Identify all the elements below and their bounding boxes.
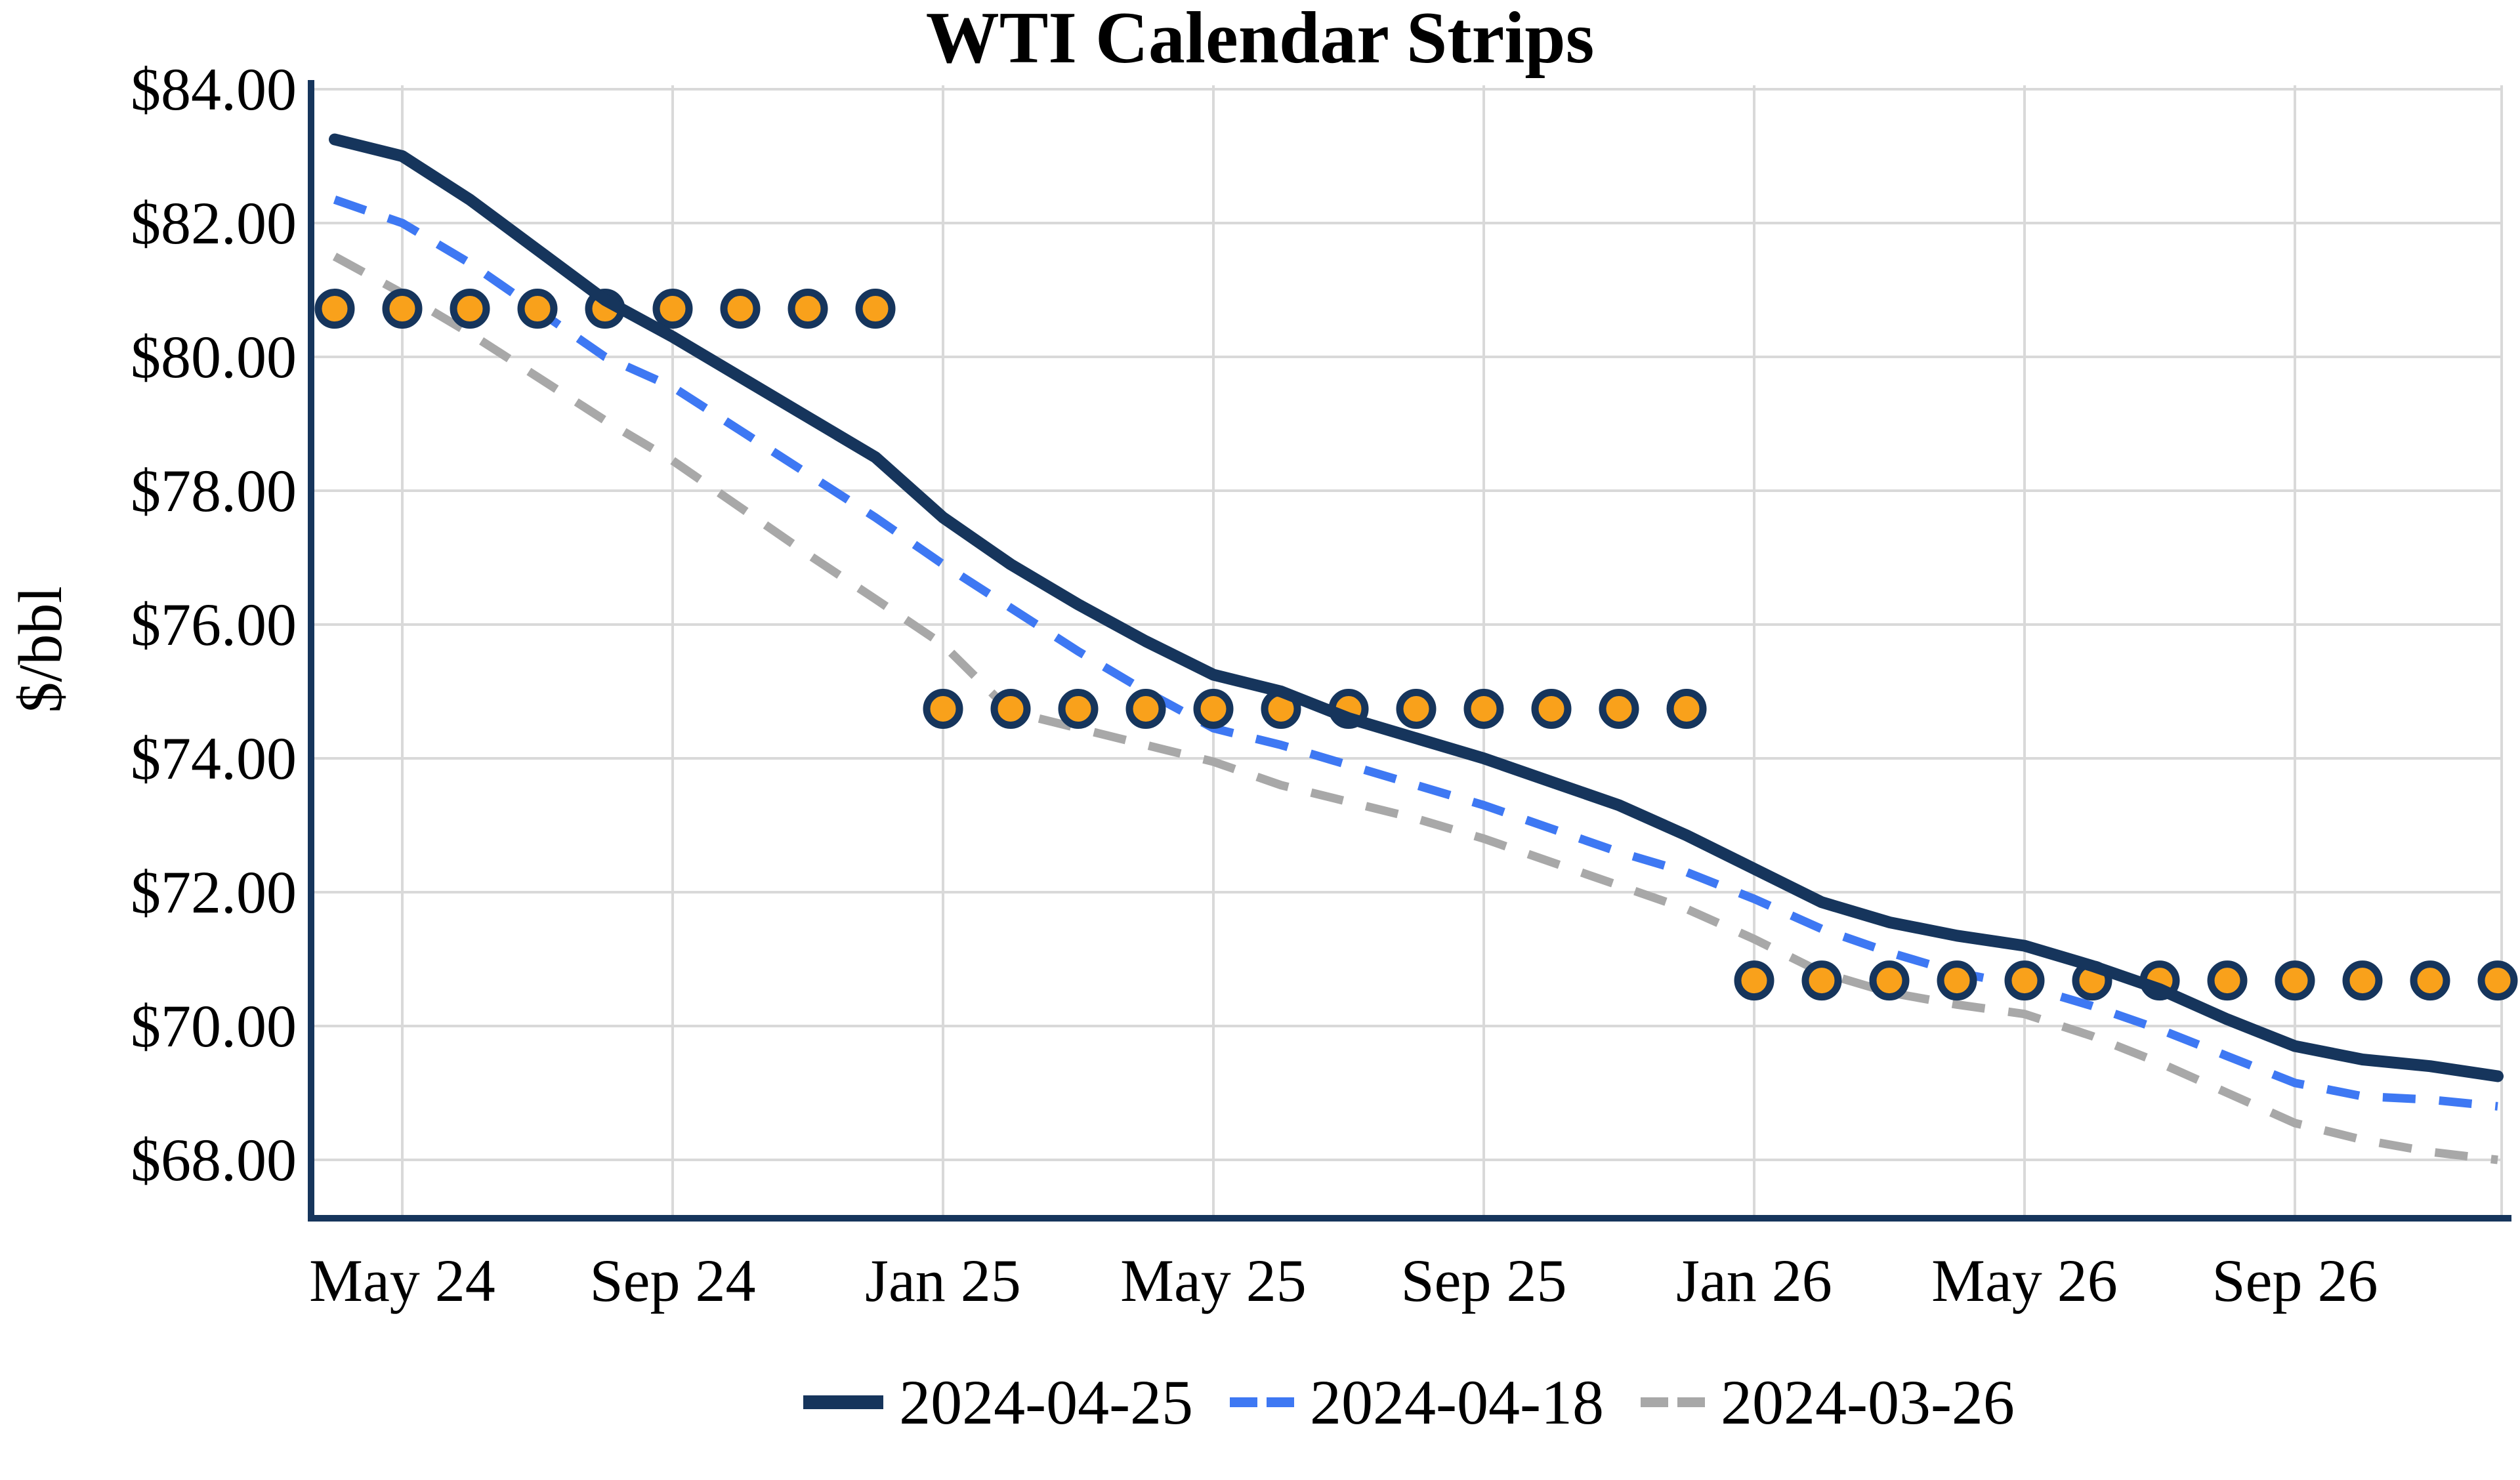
legend-item-2024-04-25: 2024-04-25 [803, 1366, 1193, 1439]
x-tick-label: Sep 26 [2212, 1247, 2378, 1314]
strip-marker [1531, 689, 1572, 730]
legend-dashed-line-swatch [1230, 1397, 1295, 1407]
legend-label: 2024-04-18 [1310, 1367, 1604, 1437]
y-axis-title: $/bbl [7, 586, 75, 713]
y-tick-label: $70.00 [131, 993, 297, 1059]
x-tick-label: Sep 24 [590, 1247, 756, 1314]
strip-marker [855, 289, 896, 329]
y-tick-label: $82.00 [131, 190, 297, 257]
legend-item-2024-04-18: 2024-04-18 [1230, 1366, 1604, 1439]
strip-marker [314, 289, 355, 329]
strip-marker [1463, 689, 1504, 730]
strip-marker [1869, 960, 1910, 1001]
strip-marker [652, 289, 693, 329]
strip-marker [720, 289, 761, 329]
strip-marker [1801, 960, 1842, 1001]
legend: 2024-04-25 2024-04-18 2024-03-26 [314, 1359, 2504, 1445]
y-tick-label: $84.00 [131, 56, 297, 123]
y-tick-label: $74.00 [131, 725, 297, 792]
y-tick-label: $72.00 [131, 859, 297, 926]
x-tick-label: Jan 25 [865, 1247, 1021, 1314]
x-axis-spine [308, 1215, 2511, 1222]
legend-item-2024-03-26: 2024-03-26 [1640, 1366, 2015, 1439]
strip-marker [2275, 960, 2315, 1001]
strip-marker [1125, 689, 1166, 730]
y-tick-label: $78.00 [131, 457, 297, 524]
strip-marker [1396, 689, 1437, 730]
strip-marker [1599, 689, 1639, 730]
legend-label: 2024-04-25 [899, 1367, 1194, 1437]
x-tick-label: Jan 26 [1676, 1247, 1832, 1314]
strip-marker [1193, 689, 1234, 730]
x-tick-label: May 25 [1120, 1247, 1307, 1314]
strip-marker [517, 289, 558, 329]
strip-marker [1666, 689, 1707, 730]
x-tick-label: Sep 25 [1401, 1247, 1567, 1314]
series-line-2024-04-25 [329, 133, 2504, 1082]
series-line-2024-04-18 [333, 195, 2498, 1111]
strip-marker [2342, 960, 2383, 1001]
strip-marker [2477, 960, 2518, 1001]
strip-marker [923, 689, 963, 730]
legend-solid-line-swatch [803, 1395, 884, 1409]
y-tick-label: $80.00 [131, 323, 297, 390]
y-tick-label: $68.00 [131, 1126, 297, 1193]
legend-label: 2024-03-26 [1720, 1367, 2015, 1437]
strip-marker [450, 289, 490, 329]
strip-marker [788, 289, 828, 329]
legend-dashed-line-swatch [1640, 1397, 1705, 1407]
strip-marker [1734, 960, 1774, 1001]
chart-title: WTI Calendar Strips [925, 0, 1595, 79]
strip-marker [1058, 689, 1099, 730]
series-line-2024-03-26 [332, 253, 2498, 1164]
strip-marker [2410, 960, 2450, 1001]
x-tick-label: May 24 [309, 1247, 495, 1314]
y-tick-label: $76.00 [131, 591, 297, 658]
strip-marker [2207, 960, 2248, 1001]
strip-marker [1937, 960, 1977, 1001]
y-axis-spine [308, 80, 314, 1222]
x-tick-label: May 26 [1931, 1247, 2118, 1314]
strip-marker [2004, 960, 2045, 1001]
strip-marker [990, 689, 1031, 730]
strip-marker [382, 289, 423, 329]
